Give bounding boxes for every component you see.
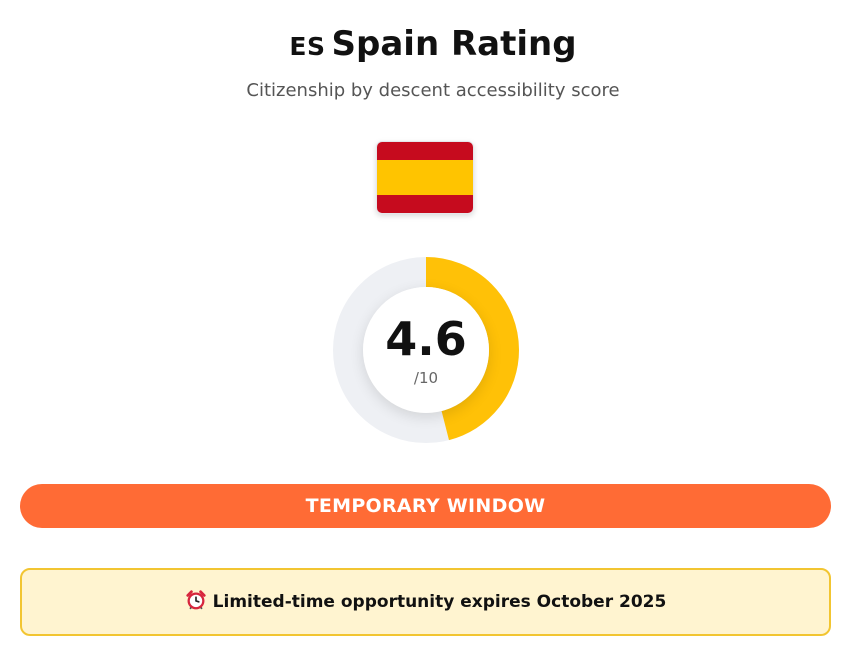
gauge-fill: [333, 257, 519, 443]
spain-flag-icon: [376, 141, 474, 214]
flag-stripe-middle: [377, 159, 473, 196]
flag-stripe-bottom: [377, 195, 473, 213]
gauge-center: 4.6 /10: [363, 287, 489, 413]
flag-stripe-top: [377, 142, 473, 160]
notice-text: Limited-time opportunity expires October…: [212, 592, 667, 612]
gauge-ring: [333, 257, 519, 443]
page-title: ES Spain Rating: [0, 24, 866, 64]
score-max: /10: [413, 369, 439, 387]
title-text: Spain Rating: [331, 24, 577, 64]
country-code: ES: [289, 32, 326, 61]
status-banner: TEMPORARY WINDOW: [20, 484, 831, 528]
score-value: 4.6: [385, 312, 467, 366]
alarm-clock-icon: [186, 590, 206, 610]
page-subtitle: Citizenship by descent accessibility sco…: [246, 80, 620, 101]
score-gauge: 4.6 /10: [331, 255, 521, 445]
expiry-notice: Limited-time opportunity expires October…: [20, 568, 831, 636]
